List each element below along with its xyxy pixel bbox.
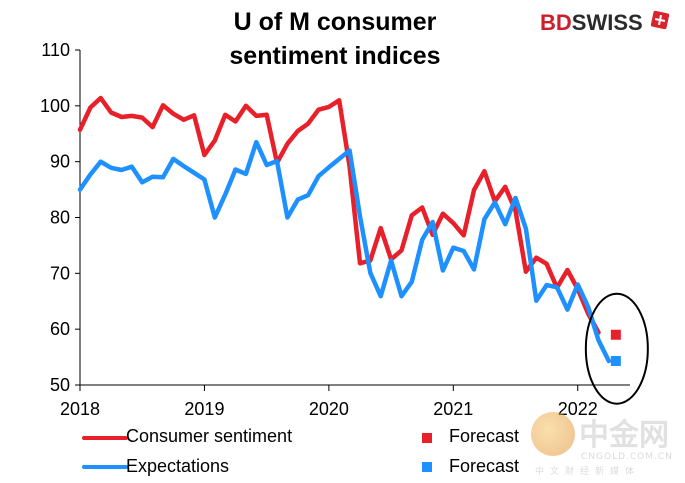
legend-swatch-forecast-sentiment — [422, 433, 432, 443]
brand-logo-part-2: SWISS — [571, 10, 643, 35]
series-line-expectations — [77, 139, 612, 364]
legend-swatch-sentiment — [82, 436, 128, 440]
legend-label-forecast-sentiment: Forecast — [449, 426, 520, 446]
brand-logo-part-1: BD — [540, 10, 572, 35]
y-tick-label-100: 100 — [40, 96, 70, 116]
x-tick-label-2021: 2021 — [433, 399, 473, 419]
watermark-tagline: 中文财经新媒体 — [535, 467, 641, 477]
x-tick-label-2019: 2019 — [184, 399, 224, 419]
watermark: 中金网 CNGOLD.COM.CN 中文财经新媒体 — [525, 408, 683, 478]
y-tick-label-110: 110 — [41, 40, 70, 60]
legend-swatch-expectations — [82, 465, 128, 469]
legend-label-forecast-expectations: Forecast — [449, 456, 520, 476]
brand-logo: BDSWISS — [540, 10, 643, 36]
y-tick-label-80: 80 — [50, 208, 70, 228]
y-tick-label-50: 50 — [50, 375, 70, 395]
legend-label-sentiment: Consumer sentiment — [126, 426, 293, 446]
watermark-domain: CNGOLD.COM.CN — [581, 452, 673, 462]
forecast-point-sentiment — [610, 329, 621, 340]
chart-title-line-2: sentiment indices — [229, 42, 441, 70]
y-tick-label-70: 70 — [50, 263, 70, 283]
x-tick-label-2022: 2022 — [558, 399, 598, 419]
watermark-name: 中金网 — [579, 418, 669, 453]
chart-title-line-1: U of M consumer — [233, 8, 437, 36]
legend-label-expectations: Expectations — [126, 456, 230, 476]
forecast-highlight-ellipse — [584, 292, 649, 405]
y-tick-label-60: 60 — [50, 319, 70, 339]
legend-swatch-forecast-expectations — [422, 462, 432, 472]
x-tick-label-2020: 2020 — [309, 399, 349, 419]
y-tick-label-90: 90 — [50, 152, 70, 172]
watermark-logo-icon — [531, 412, 575, 456]
forecast-point-expectations — [610, 355, 621, 366]
x-tick-label-2018: 2018 — [60, 399, 100, 419]
